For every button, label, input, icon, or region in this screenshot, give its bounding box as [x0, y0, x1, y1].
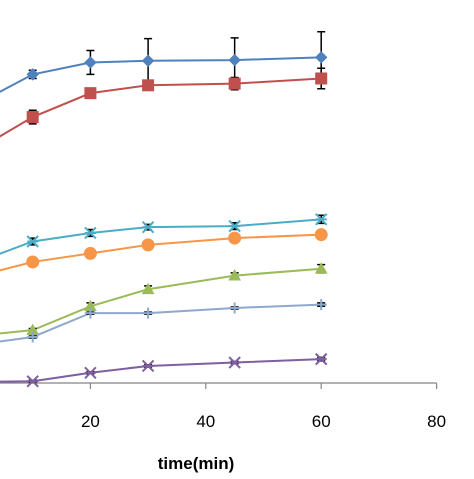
- x-tick-label-60: 60: [312, 412, 331, 431]
- series-6: [0, 299, 327, 343]
- series-1-point-3: [141, 54, 155, 67]
- series-4-point-3: [141, 238, 155, 252]
- series-7-point-2: [84, 366, 97, 379]
- series-1: [0, 31, 328, 93]
- series-4: [0, 228, 328, 272]
- x-tick-label-80: 80: [427, 412, 446, 431]
- series-2-point-1: [26, 111, 39, 124]
- series-6-point-2: [84, 307, 96, 319]
- series-2-point-3: [142, 79, 155, 92]
- series-3-point-5: [314, 213, 328, 226]
- series-3-point-2: [84, 226, 97, 240]
- series-7-point-5: [314, 352, 328, 366]
- series-3-line: [0, 218, 322, 255]
- series-3: [0, 213, 328, 255]
- series-1-point-5: [314, 51, 328, 64]
- series-5-point-4: [228, 269, 241, 281]
- series-2-line: [0, 77, 322, 138]
- series-3-point-1: [26, 235, 39, 248]
- series-1-point-2: [84, 56, 97, 69]
- series-2-point-2: [84, 87, 97, 100]
- series-7-point-4: [228, 356, 241, 369]
- axes: 20 40 60 80: [0, 382, 446, 431]
- series-4-point-4: [228, 231, 242, 245]
- series-6-point-1: [27, 331, 39, 343]
- x-tick-label-20: 20: [81, 412, 100, 431]
- series-6-line: [0, 303, 322, 343]
- series-3-point-3: [141, 220, 155, 234]
- series-1-line: [0, 56, 322, 93]
- series-4-line: [0, 233, 322, 272]
- series-1-point-4: [228, 53, 241, 67]
- series-5-line: [0, 267, 322, 335]
- series-7: [0, 352, 328, 388]
- series-7-point-1: [26, 375, 39, 388]
- series-6-point-5: [315, 299, 327, 311]
- series-6-point-4: [229, 302, 241, 314]
- series-2-point-4: [228, 77, 241, 90]
- series-4-point-5: [314, 228, 328, 242]
- x-axis-title: time(min): [158, 454, 235, 473]
- series-layer: [0, 31, 328, 388]
- series-4-point-1: [26, 255, 40, 269]
- series-5-point-5: [314, 262, 328, 274]
- series-4-point-2: [83, 246, 97, 260]
- series-2-point-5: [315, 72, 328, 85]
- labels: time(min): [158, 454, 235, 473]
- series-7-point-3: [141, 359, 155, 373]
- series-2: [0, 67, 328, 138]
- series-1-point-1: [26, 68, 39, 81]
- series-5-point-3: [141, 282, 155, 295]
- series-5: [0, 262, 328, 336]
- x-tick-label-40: 40: [196, 412, 215, 431]
- series-3-point-4: [228, 219, 241, 233]
- series-6-point-3: [142, 307, 154, 319]
- series-7-line: [0, 358, 322, 383]
